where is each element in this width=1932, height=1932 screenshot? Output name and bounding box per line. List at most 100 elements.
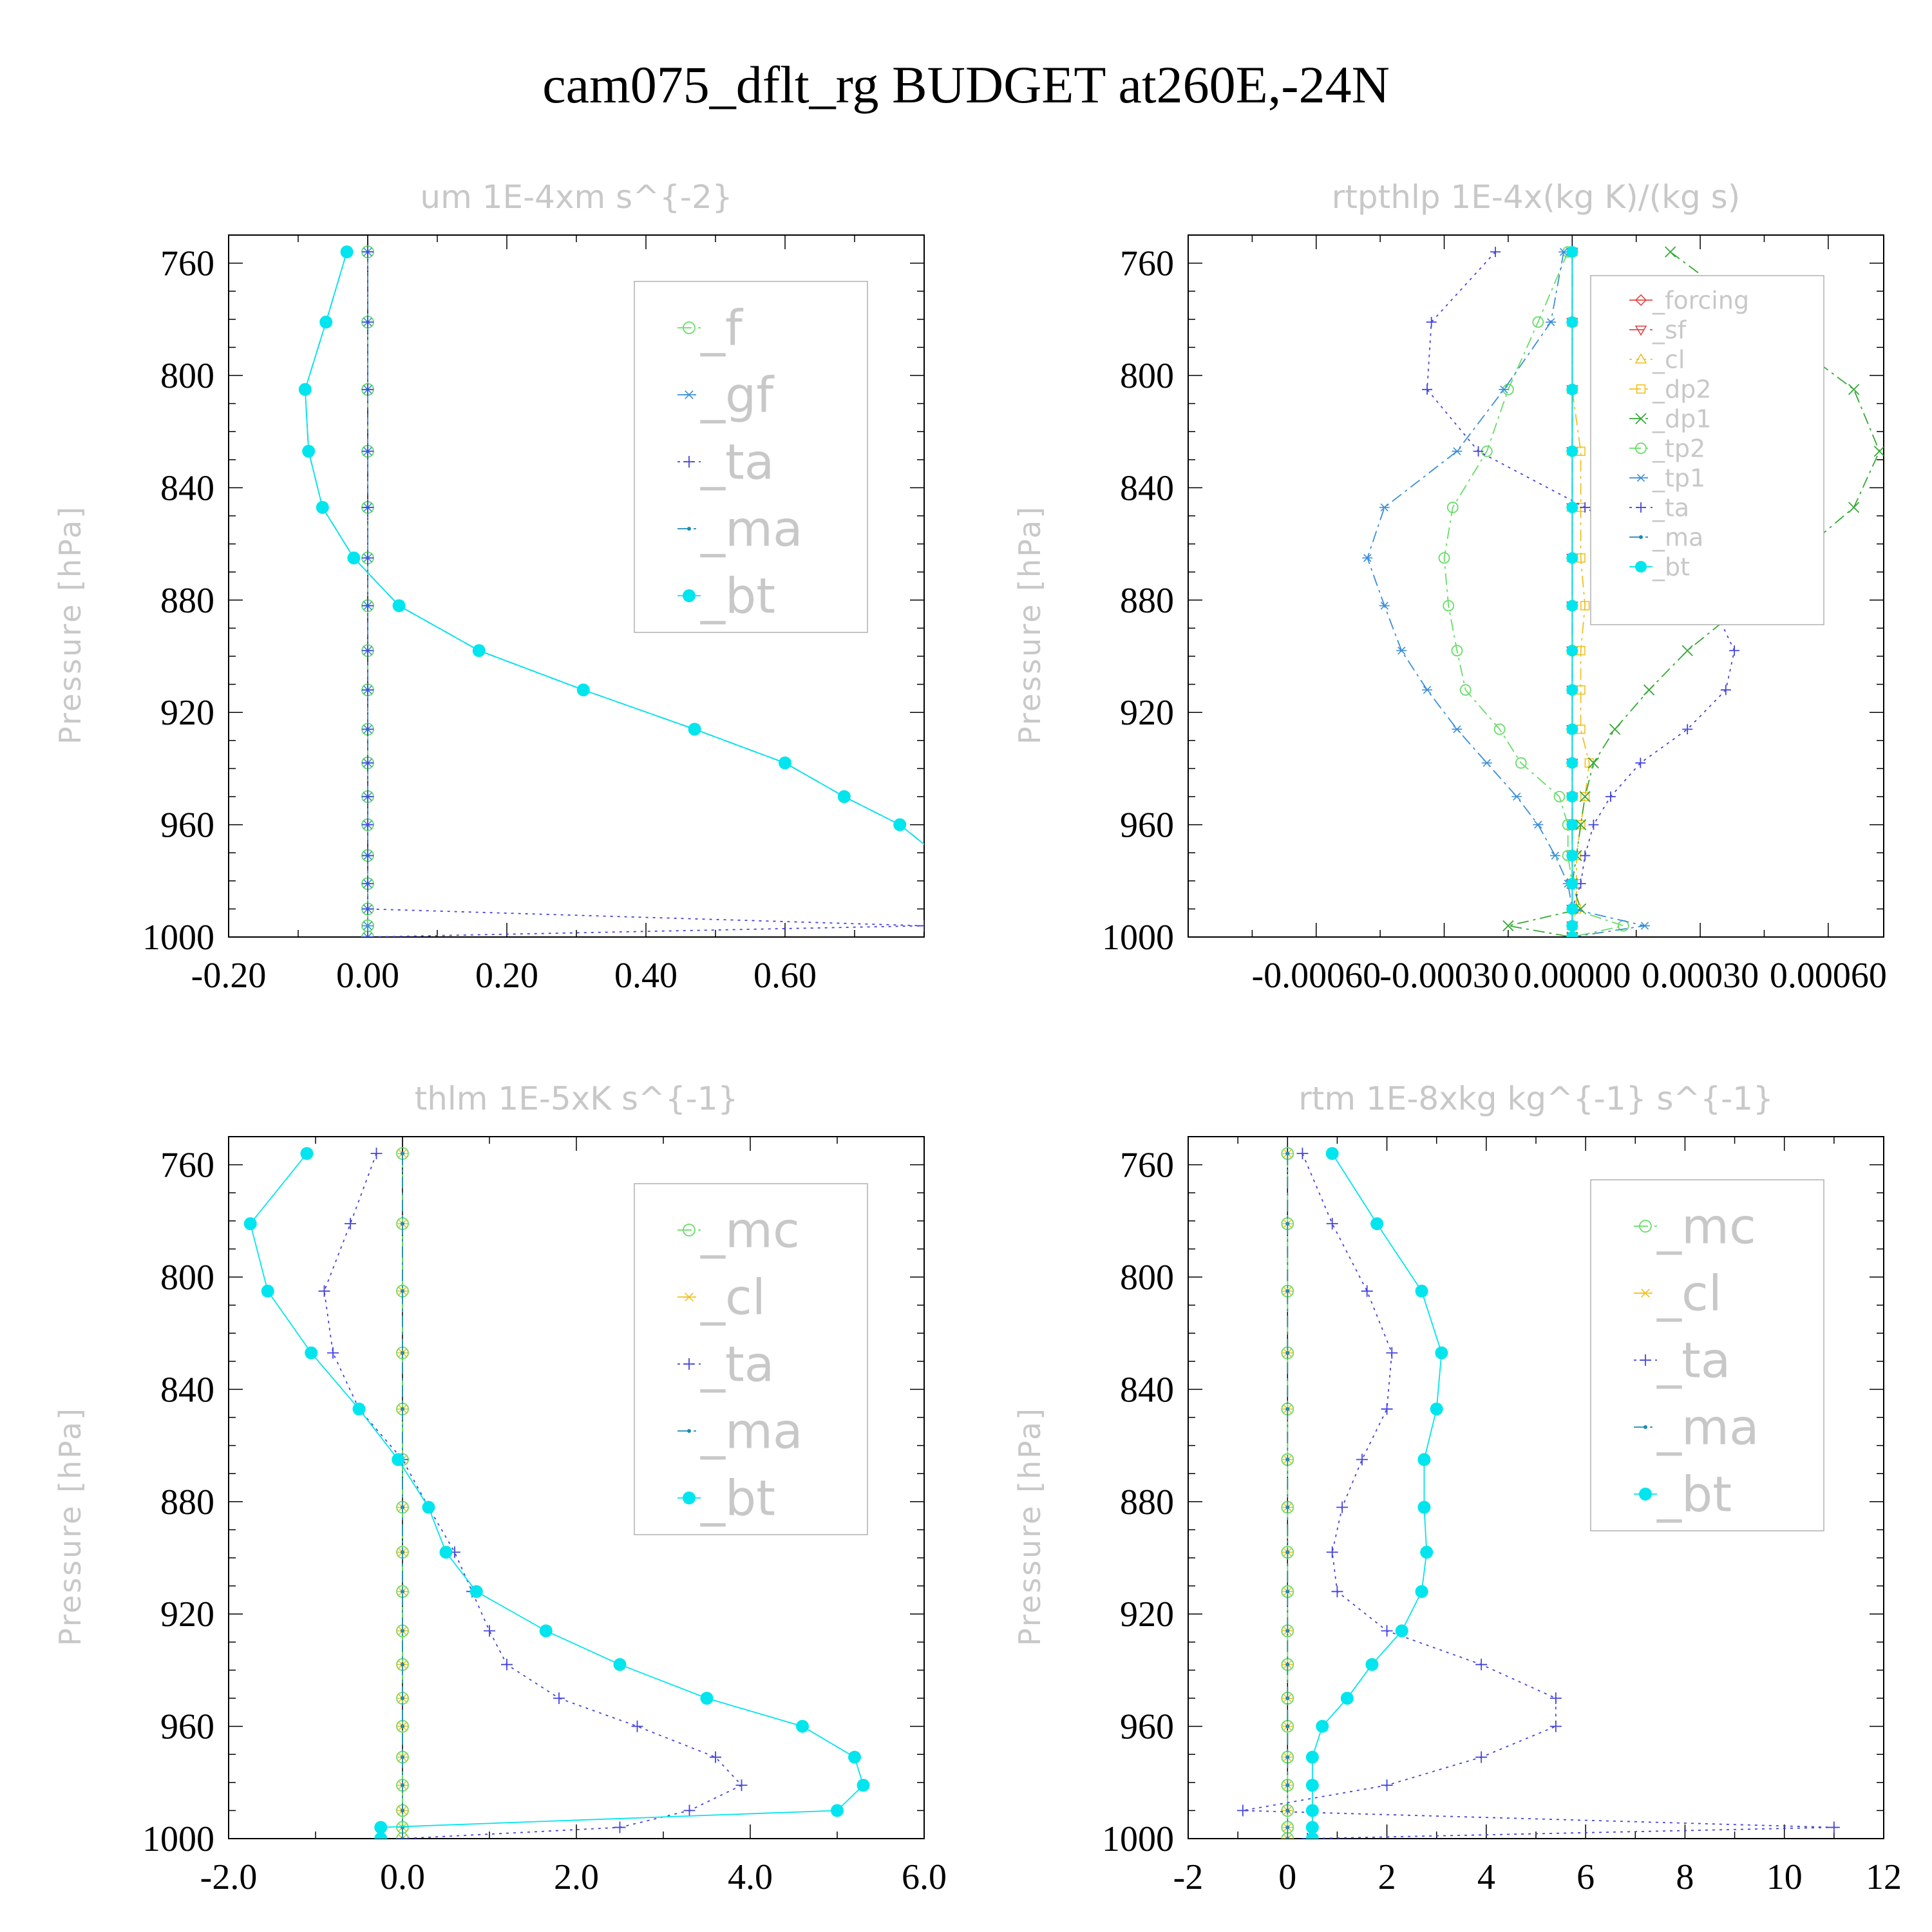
- data-point: [1282, 1834, 1294, 1839]
- data-point: [1720, 685, 1731, 696]
- data-point: [735, 1779, 748, 1792]
- data-point: [1580, 850, 1591, 861]
- legend-label: _tp1: [1652, 464, 1705, 492]
- data-point: [1848, 502, 1860, 513]
- data-point: [1848, 384, 1860, 395]
- x-tick-label: 0.00030: [1642, 956, 1759, 996]
- data-point: [362, 921, 374, 931]
- data-point: [305, 1346, 318, 1359]
- data-point: [683, 390, 695, 399]
- data-point: [374, 1821, 388, 1834]
- x-tick-label: 4.0: [728, 1857, 773, 1897]
- data-point: [631, 1720, 643, 1732]
- data-point: [932, 849, 945, 862]
- data-point: [1420, 1546, 1434, 1559]
- data-point: [1054, 924, 1058, 928]
- y-tick-label: 960: [1120, 1707, 1174, 1747]
- y-tick-label: 760: [160, 244, 214, 284]
- data-point: [362, 501, 374, 513]
- data-point: [1634, 353, 1647, 364]
- data-point: [1566, 383, 1578, 395]
- legend-label: _gf: [700, 366, 775, 424]
- data-point: [484, 1625, 495, 1637]
- legend: _forcing_sf_cl_dp2_dp1_tp2_tp1_ta_ma_bt: [1590, 275, 1824, 625]
- data-point: [936, 854, 940, 858]
- x-tick-label: -0.00060: [1251, 956, 1381, 996]
- data-point: [1325, 1147, 1339, 1160]
- data-point: [918, 920, 924, 932]
- data-point: [1639, 535, 1643, 539]
- data-point: [1566, 600, 1578, 612]
- y-axis-label: Pressure [hPa]: [1012, 1406, 1047, 1646]
- legend-label: _bt: [700, 1470, 775, 1527]
- y-tick-label: 920: [1120, 1595, 1174, 1634]
- y-tick-label: 920: [160, 1595, 214, 1634]
- legend-label: _dp2: [1652, 375, 1711, 403]
- data-point: [1532, 316, 1544, 328]
- y-tick-label: 1000: [1102, 1819, 1174, 1859]
- data-point: [1446, 502, 1459, 513]
- data-point: [1305, 1821, 1319, 1834]
- legend-label: _ta: [1652, 493, 1689, 522]
- y-tick-label: 1000: [1102, 918, 1174, 958]
- data-point: [1493, 723, 1506, 735]
- legend-box: [634, 281, 868, 633]
- data-point: [401, 1222, 404, 1226]
- data-point: [1499, 385, 1510, 393]
- data-point: [1415, 1585, 1428, 1598]
- legend-label: _ta: [1656, 1332, 1730, 1389]
- legend-label: _tp2: [1652, 434, 1705, 462]
- legend-label: _ma: [1656, 1399, 1759, 1456]
- data-point: [1636, 502, 1646, 513]
- x-tick-label: 6: [1577, 1857, 1595, 1897]
- data-point: [1386, 1347, 1398, 1359]
- y-axis-label: Pressure [hPa]: [53, 1406, 88, 1646]
- panel-title: rtpthlp 1E-4x(kg K)/(kg s): [1332, 178, 1740, 216]
- data-point: [401, 1151, 404, 1156]
- data-point: [553, 1692, 565, 1704]
- x-tick-label: -2: [1173, 1857, 1204, 1897]
- legend-box: [1590, 1179, 1824, 1531]
- x-tick-label: 12: [1866, 1857, 1902, 1897]
- data-point: [401, 1662, 404, 1667]
- data-point: [1459, 684, 1472, 696]
- data-point: [1050, 931, 1063, 943]
- data-point: [1566, 645, 1578, 657]
- data-point: [1285, 1350, 1290, 1355]
- data-point: [362, 878, 374, 890]
- data-point: [1639, 1488, 1652, 1501]
- data-point: [392, 599, 406, 612]
- data-point: [401, 1289, 404, 1293]
- legend-label: _bt: [1656, 1466, 1732, 1523]
- series-line: [1242, 1153, 1834, 1839]
- data-point: [1640, 1289, 1651, 1298]
- y-tick-label: 840: [160, 468, 214, 508]
- data-point: [837, 790, 851, 803]
- y-tick-label: 920: [1120, 693, 1174, 733]
- data-point: [318, 1285, 330, 1297]
- data-point: [1828, 1821, 1840, 1833]
- data-point: [316, 500, 329, 514]
- data-point: [1475, 1658, 1488, 1671]
- data-point: [501, 1658, 513, 1671]
- data-point: [422, 1501, 435, 1514]
- data-point: [345, 1218, 356, 1230]
- legend: _mc _cl _ta _ma _bt: [1590, 1179, 1824, 1531]
- data-point: [1417, 1453, 1431, 1466]
- data-point: [1587, 757, 1600, 769]
- legend-box: [1590, 275, 1824, 625]
- data-point: [319, 316, 333, 329]
- data-point: [1566, 903, 1578, 915]
- data-point: [401, 1406, 404, 1411]
- legend-label: _dp1: [1652, 404, 1711, 433]
- data-point: [362, 791, 374, 802]
- x-tick-label: 2.0: [554, 1857, 599, 1897]
- data-point: [1435, 1346, 1448, 1359]
- data-point: [1285, 1724, 1290, 1728]
- data-point: [397, 1834, 408, 1839]
- data-point: [1566, 552, 1578, 564]
- y-tick-label: 880: [160, 581, 214, 621]
- data-point: [1381, 1403, 1393, 1415]
- y-tick-label: 960: [160, 1707, 214, 1747]
- data-point: [1381, 1779, 1393, 1792]
